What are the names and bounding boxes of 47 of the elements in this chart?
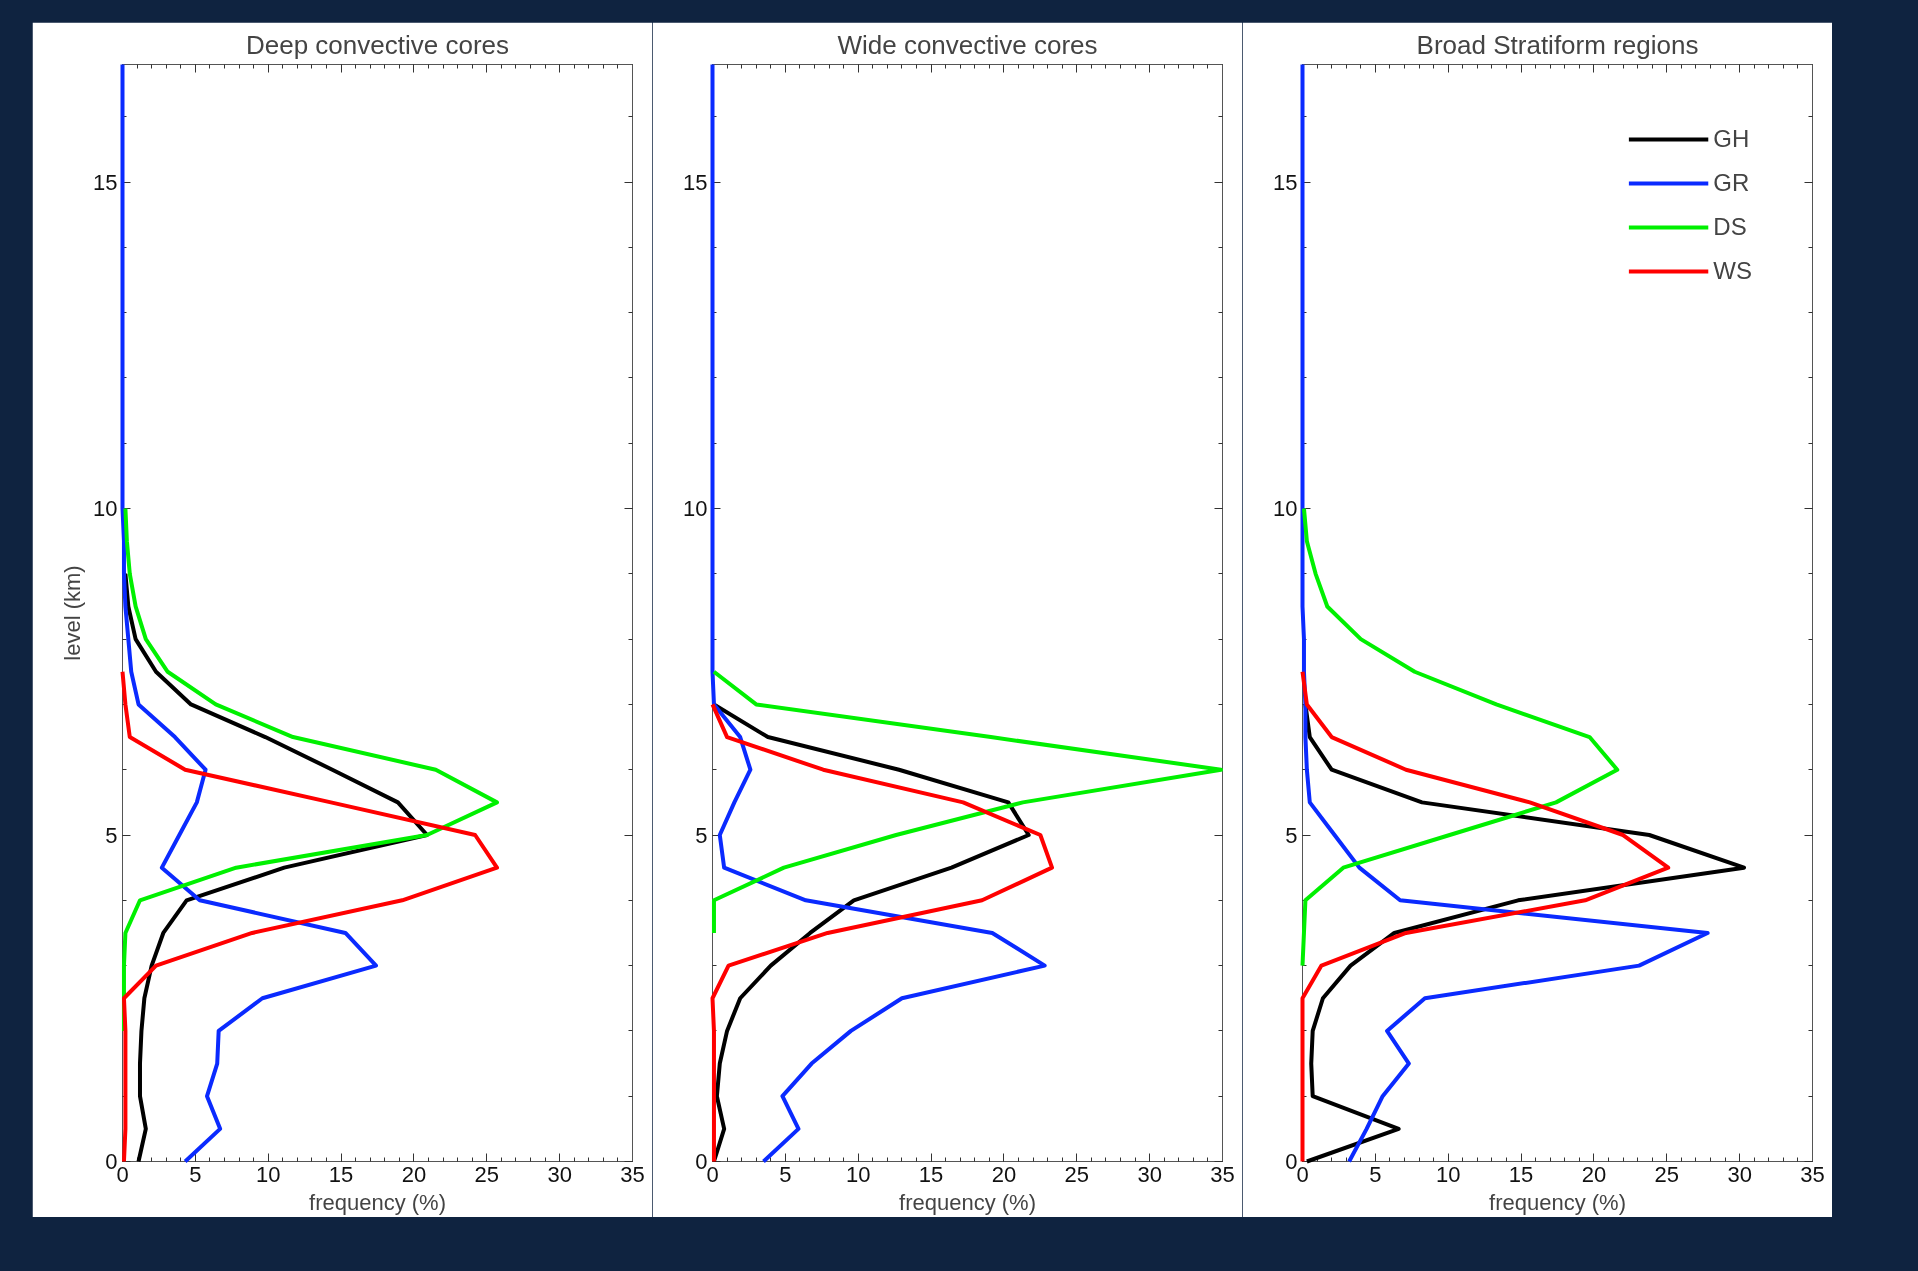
x-tick-label: 35 bbox=[1800, 1161, 1825, 1187]
x-tick-label: 5 bbox=[779, 1161, 792, 1187]
y-tick-label: 15 bbox=[93, 169, 118, 195]
legend-label: DS bbox=[1713, 213, 1747, 241]
line-series bbox=[121, 506, 499, 1033]
x-tick-label: 30 bbox=[547, 1161, 572, 1187]
x-tick-label: 10 bbox=[1435, 1161, 1461, 1187]
x-tick-label: 20 bbox=[1581, 1161, 1607, 1187]
y-tick-label: 5 bbox=[695, 822, 708, 848]
chart-title: Wide convective cores bbox=[837, 29, 1098, 60]
x-axis-title: frequency (%) bbox=[309, 1189, 446, 1215]
legend-label: GR bbox=[1713, 169, 1750, 197]
line-series bbox=[120, 669, 499, 1164]
chart-title: Deep convective cores bbox=[245, 29, 510, 60]
y-tick-label: 10 bbox=[1273, 496, 1298, 522]
legend-label: GH bbox=[1713, 125, 1750, 153]
x-tick-label: 30 bbox=[1727, 1161, 1752, 1187]
y-tick-label: 15 bbox=[683, 169, 708, 195]
x-tick-label: 10 bbox=[845, 1161, 871, 1187]
x-tick-label: 35 bbox=[620, 1161, 645, 1187]
x-axis-title: frequency (%) bbox=[899, 1189, 1036, 1215]
line-series bbox=[711, 669, 1224, 935]
y-tick-label: 10 bbox=[683, 496, 708, 522]
x-tick-label: 35 bbox=[1210, 1161, 1235, 1187]
x-tick-label: 15 bbox=[328, 1161, 354, 1187]
x-axis-title: frequency (%) bbox=[1489, 1189, 1626, 1215]
line-series bbox=[1300, 669, 1671, 1164]
y-tick-label: 5 bbox=[105, 822, 118, 848]
legend-label: WS bbox=[1713, 257, 1752, 285]
line-series bbox=[123, 571, 430, 1164]
x-tick-label: 25 bbox=[474, 1161, 500, 1187]
x-tick-label: 5 bbox=[189, 1161, 202, 1187]
x-tick-label: 25 bbox=[1064, 1161, 1090, 1187]
x-tick-label: 30 bbox=[1137, 1161, 1162, 1187]
y-tick-label: 5 bbox=[1285, 822, 1298, 848]
x-tick-label: 15 bbox=[918, 1161, 944, 1187]
x-tick-label: 5 bbox=[1369, 1161, 1382, 1187]
x-tick-label: 20 bbox=[401, 1161, 427, 1187]
y-axis-title: level (km) bbox=[60, 565, 86, 661]
chart-title: Broad Stratiform regions bbox=[1416, 29, 1699, 60]
x-tick-label: 10 bbox=[255, 1161, 281, 1187]
x-tick-label: 25 bbox=[1654, 1161, 1680, 1187]
x-tick-label: 20 bbox=[991, 1161, 1017, 1187]
y-tick-label: 10 bbox=[93, 496, 118, 522]
x-tick-label: 15 bbox=[1508, 1161, 1534, 1187]
y-tick-label: 15 bbox=[1273, 169, 1298, 195]
line-series bbox=[1300, 506, 1620, 968]
